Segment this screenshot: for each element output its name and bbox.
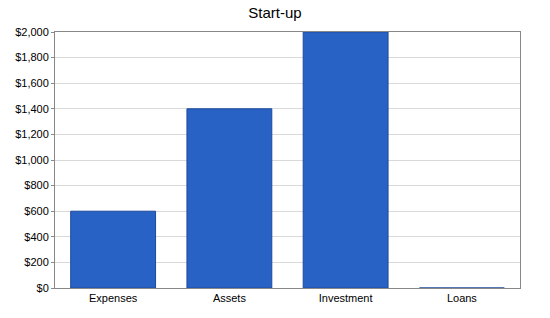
svg-text:$400: $400	[24, 231, 48, 243]
svg-text:$2,000: $2,000	[15, 26, 49, 38]
svg-text:$1,200: $1,200	[15, 128, 49, 140]
svg-text:$800: $800	[24, 179, 48, 191]
svg-text:$1,600: $1,600	[15, 77, 49, 89]
svg-text:$200: $200	[24, 256, 48, 268]
svg-text:$0: $0	[37, 282, 49, 294]
svg-text:$1,800: $1,800	[15, 51, 49, 63]
svg-text:Start-up: Start-up	[248, 4, 301, 21]
svg-text:$600: $600	[24, 205, 48, 217]
svg-text:$1,000: $1,000	[15, 154, 49, 166]
svg-text:Loans: Loans	[447, 292, 477, 304]
svg-text:$1,400: $1,400	[15, 103, 49, 115]
svg-text:Expenses: Expenses	[89, 292, 138, 304]
svg-text:Assets: Assets	[213, 292, 247, 304]
svg-text:Investment: Investment	[319, 292, 373, 304]
